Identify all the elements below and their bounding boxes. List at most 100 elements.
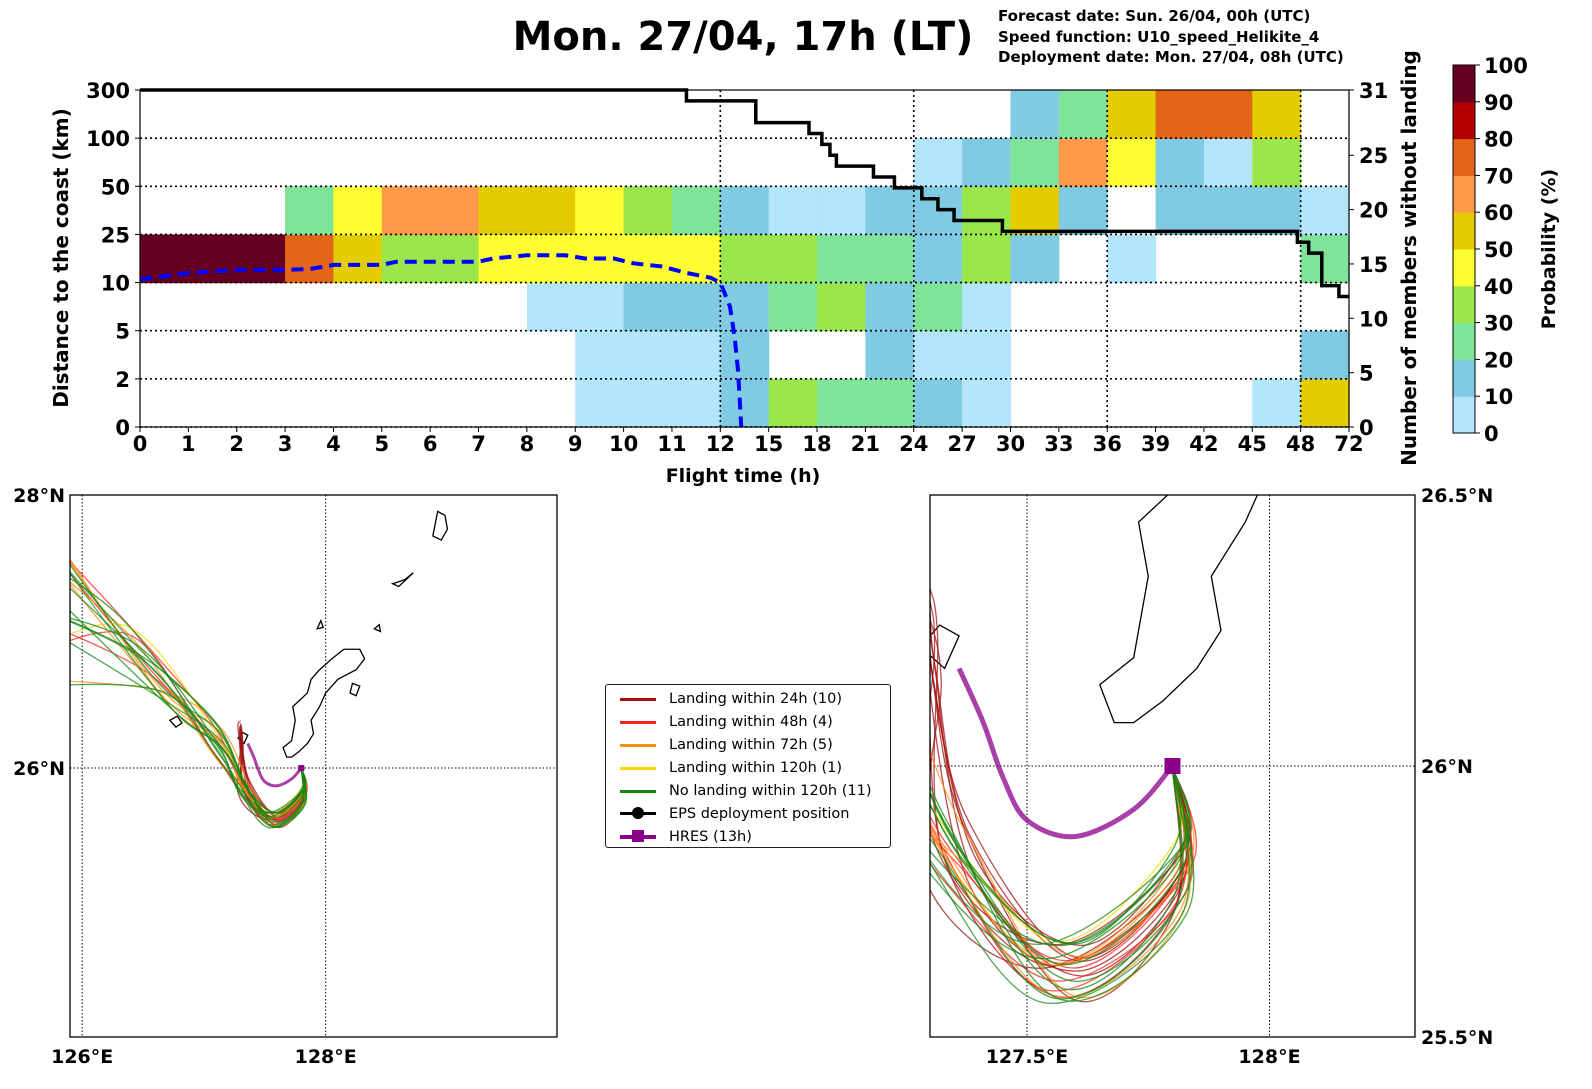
colorbar-tick-label: 10	[1484, 385, 1513, 409]
coastline	[168, 715, 183, 728]
ensemble-trajectory	[930, 751, 1192, 999]
ensemble-trajectory	[70, 620, 306, 819]
ensemble-trajectory	[70, 641, 306, 814]
legend-line-icon	[620, 697, 656, 701]
ensemble-trajectory	[930, 765, 1189, 944]
heatmap-cell	[913, 330, 963, 380]
ensemble-trajectory	[70, 583, 306, 827]
coastline	[349, 682, 361, 697]
heatmap-cell	[1203, 186, 1253, 236]
probability-heatmap	[140, 90, 1350, 428]
colorbar-segment	[1453, 212, 1475, 250]
x-tick-label: 39	[1141, 432, 1170, 456]
legend-label: Landing within 120h (1)	[669, 760, 842, 777]
heatmap-cell	[962, 138, 1012, 187]
heatmap-cell	[1155, 90, 1205, 139]
heatmap-cell	[1058, 90, 1108, 139]
coastline	[316, 618, 325, 630]
map-content	[70, 495, 557, 1037]
lat-tick-label: 26°N	[1421, 756, 1473, 778]
lon-tick-label: 127.5°E	[986, 1046, 1069, 1068]
x-tick-label: 48	[1286, 432, 1315, 456]
x-tick-label: 7	[471, 432, 486, 456]
ensemble-trajectory	[930, 611, 1189, 962]
legend-label: Landing within 48h (4)	[669, 714, 833, 731]
legend-item-no-landing: No landing within 120h (11)	[606, 780, 890, 803]
heatmap-cell	[381, 234, 431, 284]
lat-tick-label: 26°N	[13, 758, 65, 780]
colorbar: 0 10 20 30 40 50 60 70 80 90 100	[1452, 54, 1528, 446]
map-frame	[929, 494, 1416, 1038]
x-tick-label: 33	[1044, 432, 1073, 456]
heatmap-cell	[720, 282, 770, 332]
heatmap-cell	[1107, 234, 1157, 284]
ensemble-trajectory	[930, 765, 1186, 960]
legend-label: No landing within 120h (11)	[669, 783, 872, 799]
ensemble-trajectory	[930, 765, 1189, 998]
hres-deployment-marker	[1164, 758, 1181, 774]
ensemble-trajectory	[930, 765, 1184, 1000]
heatmap-cell	[1010, 138, 1060, 187]
ensemble-trajectory	[930, 765, 1189, 966]
lat-tick-label: 25.5°N	[1421, 1027, 1493, 1049]
heatmap-cell	[1010, 90, 1060, 139]
heatmap-cell	[575, 378, 625, 428]
x-tick-label: 42	[1189, 432, 1218, 456]
legend-line-icon	[620, 766, 656, 770]
colorbar-segment	[1453, 101, 1475, 140]
heatmap-cell	[865, 282, 915, 332]
heatmap-cell	[671, 186, 721, 236]
colorbar-tick-label: 0	[1484, 422, 1499, 446]
x-tick-label: 30	[996, 432, 1025, 456]
heatmap-cell	[962, 282, 1012, 332]
x-tick-label: 5	[374, 432, 389, 456]
colorbar-label: Probability (%)	[1538, 169, 1560, 329]
legend-line-icon	[620, 829, 656, 842]
colorbar-tick-label: 70	[1484, 164, 1513, 188]
figure-title: Mon. 27/04, 17h (LT)	[513, 14, 974, 60]
x-tick-label: 12	[706, 432, 735, 456]
colorbar-tick-label: 20	[1484, 348, 1513, 372]
heatmap-cell	[865, 186, 915, 236]
ensemble-trajectory	[70, 623, 305, 813]
coastline	[649, 560, 698, 603]
lon-tick-label: 128°E	[295, 1046, 357, 1068]
map-zoom: 127.5°E 128°E 26.5°N 26°N 25.5°N	[649, 0, 1592, 1068]
y2-tick-label: 5	[1359, 362, 1374, 386]
heatmap-cell	[1300, 330, 1350, 380]
heatmap-cell	[285, 186, 335, 236]
heatmap-cell	[913, 138, 963, 187]
coastline	[282, 648, 366, 758]
x-tick-label: 45	[1238, 432, 1267, 456]
legend-label: EPS deployment position	[669, 805, 850, 822]
hres-deployment-marker	[298, 765, 305, 772]
legend-item-120h: Landing within 120h (1)	[606, 757, 890, 780]
heatmap-cell	[1203, 90, 1253, 139]
heatmap-cell	[1010, 234, 1060, 284]
y2-tick-label: 15	[1359, 253, 1388, 277]
coastline	[390, 572, 414, 588]
coastline	[373, 623, 382, 633]
heatmap-cell	[188, 234, 238, 284]
ensemble-trajectory	[930, 765, 1193, 982]
ensemble-trajectory	[930, 621, 1192, 946]
colorbar-segment	[1453, 396, 1475, 434]
x-tick-label: 6	[423, 432, 438, 456]
ensemble-trajectory	[930, 765, 1186, 966]
coastline	[1536, 0, 1592, 45]
speed-function: Speed function: U10_speed_Helikite_4	[998, 28, 1319, 46]
colorbar-segment	[1453, 65, 1475, 103]
legend-line-icon	[620, 720, 656, 724]
heatmap-cell	[768, 186, 818, 236]
ensemble-trajectory	[70, 610, 305, 814]
y-tick-label: 100	[86, 127, 130, 151]
heatmap-cell	[1252, 186, 1302, 236]
heatmap-cell	[430, 234, 480, 284]
trajectory-legend: Landing within 24h (10) Landing within 4…	[605, 684, 891, 848]
heatmap-cell	[1155, 186, 1205, 236]
lon-tick-label: 128°E	[1238, 1046, 1300, 1068]
heatmap-cell	[1058, 138, 1108, 187]
heatmap-cell	[1058, 186, 1108, 236]
legend-line-icon	[620, 743, 656, 747]
heatmap-cell	[817, 234, 866, 284]
